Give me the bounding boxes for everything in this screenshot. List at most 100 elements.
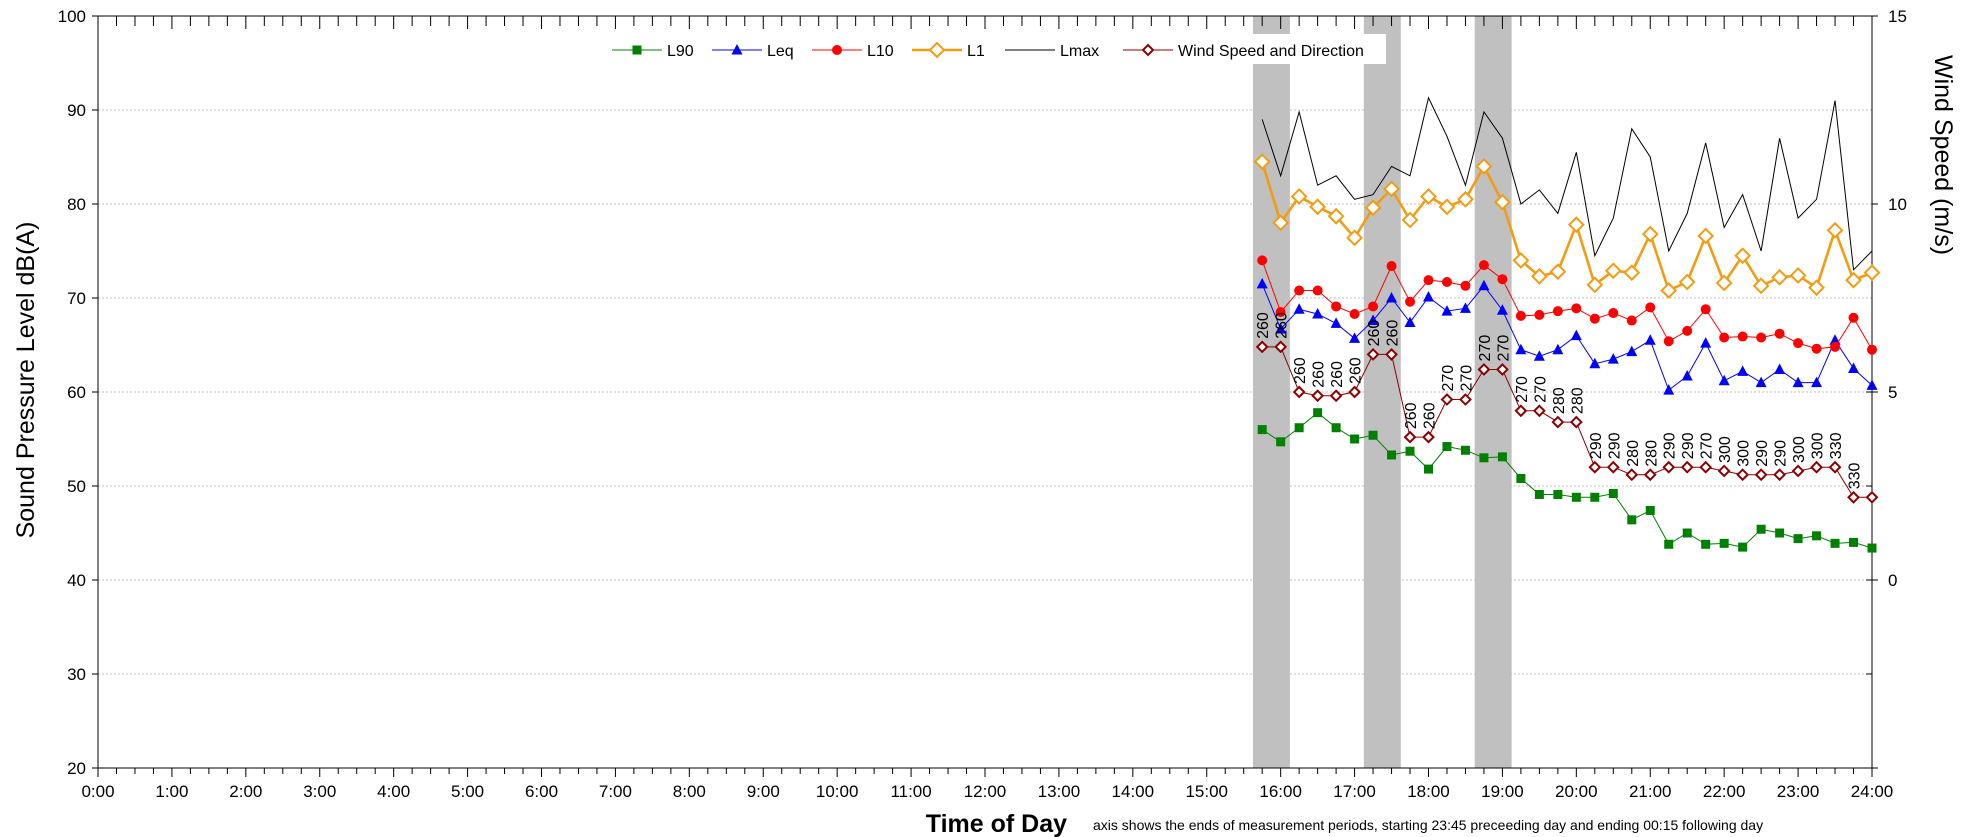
point-l90 — [1405, 446, 1415, 456]
point-l1 — [1530, 267, 1548, 285]
wind-direction-label: 300 — [1736, 440, 1753, 467]
point-l10 — [1478, 260, 1489, 271]
point-l90 — [1627, 515, 1637, 525]
point-leq — [1866, 379, 1878, 390]
x-tick-label: 17:00 — [1333, 782, 1376, 801]
point-l10 — [1682, 325, 1693, 336]
point-l1 — [1475, 157, 1493, 175]
point-leq — [1552, 343, 1564, 355]
point-l10 — [1830, 341, 1841, 352]
point-l90 — [1479, 453, 1489, 463]
point-wind-speed-and-direction — [1588, 460, 1602, 474]
point-l90 — [1682, 528, 1692, 538]
wind-direction-label: 300 — [1791, 436, 1808, 463]
y-left-tick-label: 30 — [67, 665, 86, 684]
x-tick-label: 20:00 — [1555, 782, 1598, 801]
series-line-wind-speed-and-direction — [1262, 346, 1872, 498]
point-l1 — [1771, 268, 1789, 286]
point-leq — [1774, 363, 1786, 374]
point-wind-speed-and-direction — [1847, 490, 1860, 504]
x-tick-label: 23:00 — [1777, 782, 1820, 801]
point-l1 — [1845, 271, 1862, 289]
point-l1 — [1346, 229, 1363, 247]
y-left-tick-label: 70 — [67, 289, 86, 308]
point-leq — [1589, 357, 1601, 369]
series-line-l90 — [1261, 412, 1873, 549]
y-left-tick-label: 60 — [67, 383, 86, 402]
legend-label-l1: L1 — [967, 43, 985, 60]
point-l1 — [1290, 188, 1308, 205]
wind-direction-label: 290 — [1588, 432, 1605, 459]
point-leq — [1293, 303, 1305, 314]
point-l90 — [1313, 408, 1323, 418]
point-l90 — [1775, 528, 1785, 538]
wind-direction-label: 330 — [1828, 432, 1845, 459]
x-tick-label: 15:00 — [1185, 782, 1228, 801]
point-leq — [1441, 305, 1453, 316]
x-tick-label: 24:00 — [1851, 782, 1894, 801]
point-l10 — [1275, 307, 1286, 318]
wind-direction-label: 330 — [1847, 462, 1864, 489]
point-l90 — [1424, 464, 1433, 474]
series-lmax — [1261, 96, 1873, 271]
y-right-tick-label: 0 — [1888, 571, 1897, 590]
x-tick-label: 22:00 — [1703, 782, 1746, 801]
wind-direction-label: 270 — [1699, 432, 1716, 459]
point-leq — [1478, 279, 1490, 291]
point-leq — [1700, 337, 1712, 348]
point-wind-speed-and-direction — [1717, 464, 1731, 478]
point-l90 — [1793, 534, 1803, 544]
point-l10 — [1571, 303, 1582, 314]
point-l10 — [1460, 280, 1471, 291]
point-leq — [1792, 376, 1804, 388]
point-leq — [1496, 304, 1508, 315]
x-tick-label: 16:00 — [1259, 782, 1302, 801]
wind-direction-label: 260 — [1385, 320, 1402, 347]
x-axis-note: axis shows the ends of measurement perio… — [1093, 817, 1763, 833]
x-tick-label: 14:00 — [1112, 782, 1155, 801]
series-l10 — [1257, 255, 1877, 355]
legend-swatch-marker — [731, 44, 743, 55]
point-wind-speed-and-direction — [1348, 385, 1361, 399]
point-l90 — [1756, 524, 1766, 534]
legend-label-l90: L90 — [667, 43, 694, 60]
point-l90 — [1442, 442, 1452, 452]
point-l10 — [1663, 336, 1674, 347]
wind-direction-label: 260 — [1274, 312, 1291, 339]
point-leq — [1718, 374, 1730, 386]
y-left-tick-label: 80 — [67, 195, 86, 214]
point-l90 — [1571, 492, 1581, 502]
x-tick-label: 4:00 — [377, 782, 410, 801]
point-leq — [1386, 292, 1398, 303]
point-l10 — [1719, 332, 1730, 343]
point-l10 — [1257, 255, 1268, 266]
wind-direction-label: 260 — [1403, 402, 1420, 429]
point-wind-speed-and-direction — [1311, 389, 1325, 403]
point-l10 — [1331, 301, 1342, 312]
point-wind-speed-and-direction — [1292, 385, 1306, 399]
x-tick-label: 11:00 — [890, 782, 931, 801]
wind-direction-label: 290 — [1606, 432, 1623, 459]
point-wind-speed-and-direction — [1514, 404, 1528, 418]
point-l90 — [1276, 437, 1286, 447]
point-wind-speed-and-direction — [1255, 340, 1269, 354]
point-l10 — [1867, 344, 1877, 355]
point-l1 — [1641, 225, 1659, 243]
point-leq — [1681, 370, 1693, 381]
legend-item-l10: L10 — [812, 43, 894, 60]
point-wind-speed-and-direction — [1477, 363, 1491, 376]
point-l1 — [1438, 198, 1456, 216]
point-wind-speed-and-direction — [1532, 404, 1546, 418]
point-l10 — [1737, 331, 1748, 342]
y-left-tick-label: 50 — [67, 477, 86, 496]
point-wind-speed-and-direction — [1366, 347, 1380, 361]
point-l1 — [1401, 211, 1419, 229]
legend-swatch-marker — [928, 41, 946, 59]
series-line-lmax — [1261, 96, 1873, 271]
point-l90 — [1664, 539, 1674, 549]
point-l90 — [1590, 492, 1600, 502]
point-l90 — [1719, 538, 1729, 548]
y-left-tick-label: 100 — [58, 7, 86, 26]
series-wind-speed-and-direction — [1255, 340, 1879, 504]
